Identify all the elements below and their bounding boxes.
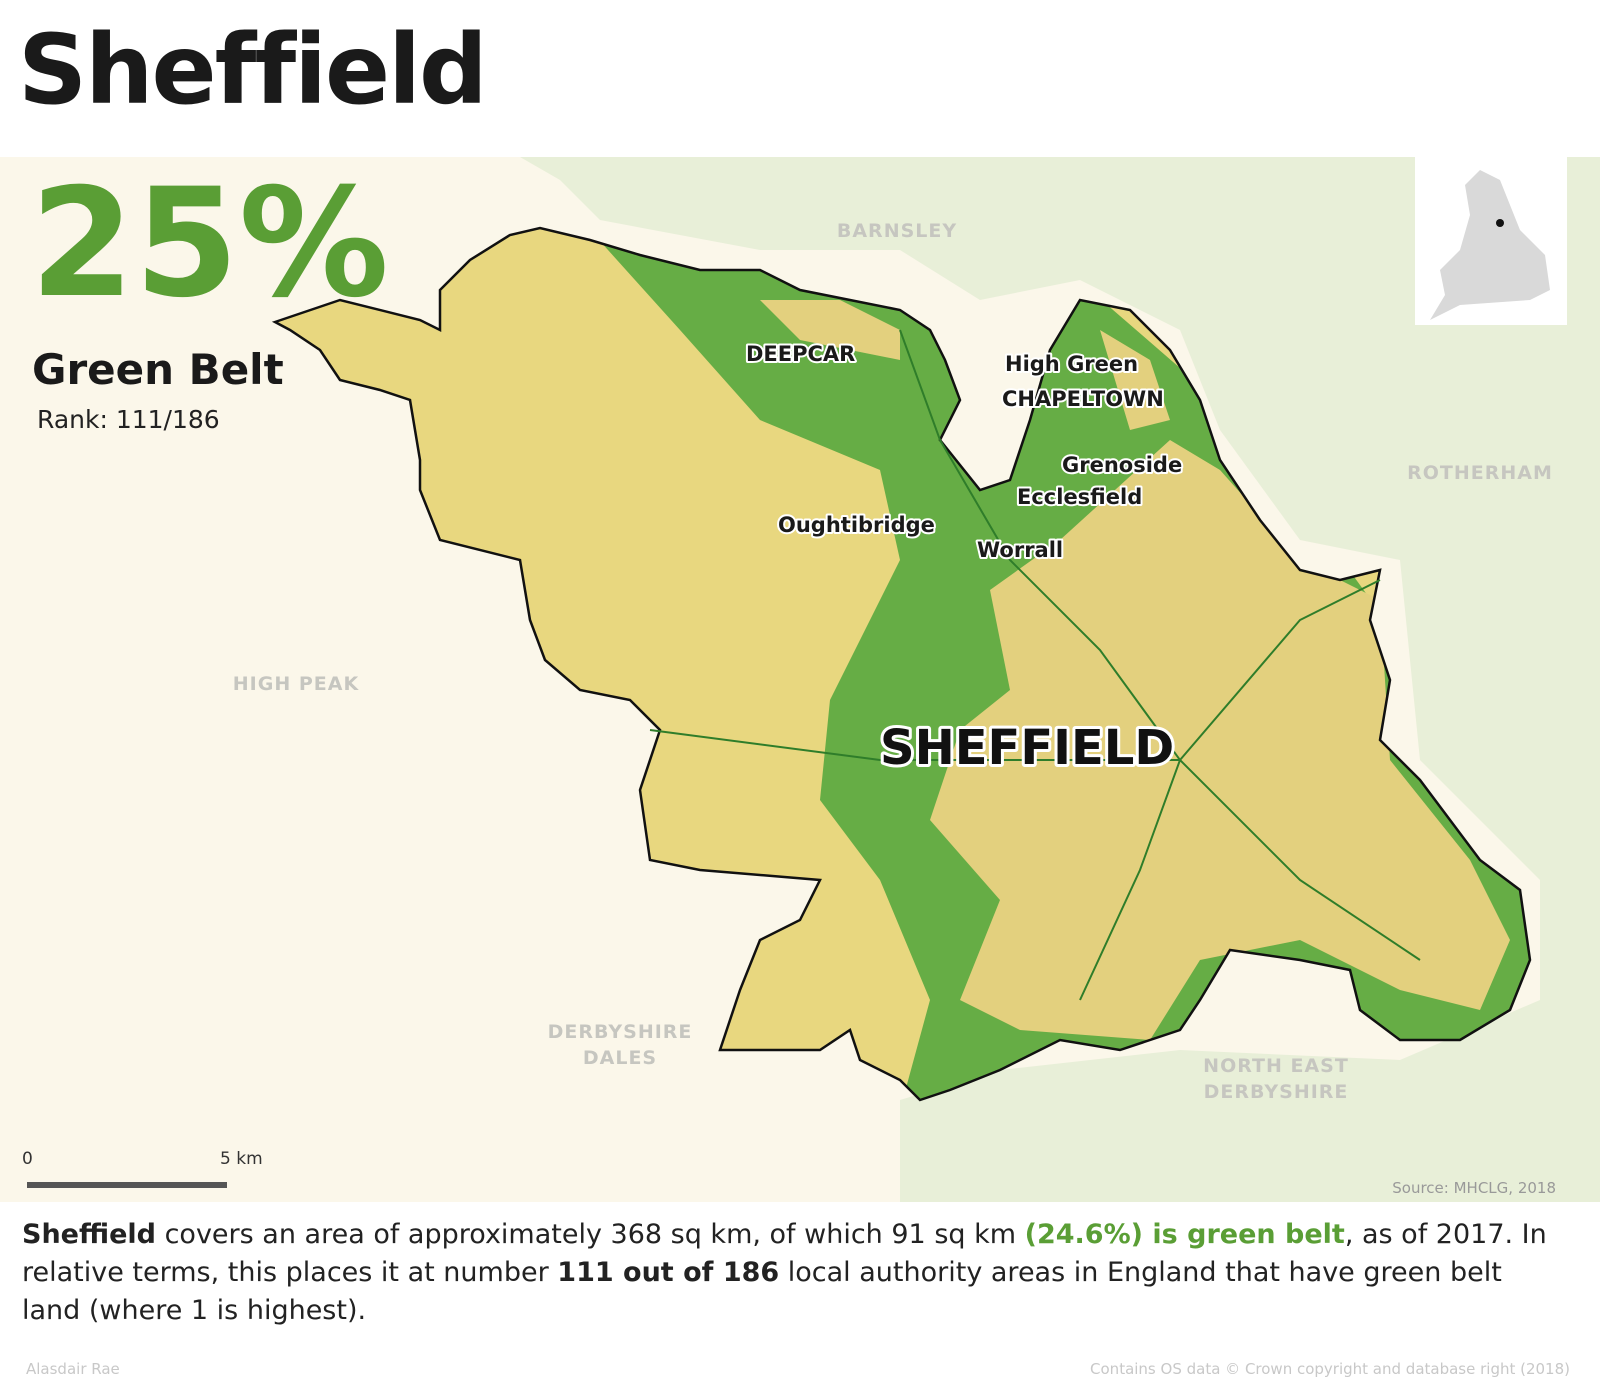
page-title: Sheffield <box>18 14 488 126</box>
urban-area <box>930 440 1510 1040</box>
description-segment: (24.6%) is green belt <box>1024 1219 1345 1250</box>
region-label: DALES <box>583 1047 657 1069</box>
place-label: Grenoside <box>1062 453 1182 477</box>
description-segment: Sheffield <box>22 1219 156 1250</box>
region-label: HIGH PEAK <box>233 673 360 695</box>
region-label: DERBYSHIRE <box>548 1021 693 1043</box>
region-label: DERBYSHIRE <box>1204 1081 1349 1103</box>
region-label: ROTHERHAM <box>1407 462 1553 484</box>
place-label: Oughtibridge <box>778 513 935 537</box>
scale-bar <box>27 1182 227 1188</box>
copyright: Contains OS data © Crown copyright and d… <box>1090 1360 1570 1378</box>
place-label: Worrall <box>977 538 1063 562</box>
place-label: High Green <box>1005 352 1138 376</box>
place-label: Ecclesfield <box>1017 485 1142 509</box>
urban-area <box>760 300 1170 430</box>
region-label: NORTH EAST <box>1203 1055 1349 1077</box>
place-label: CHAPELTOWN <box>1002 387 1164 411</box>
description: Sheffield covers an area of approximatel… <box>22 1216 1562 1330</box>
map: BARNSLEY ROTHERHAM HIGH PEAK DERBYSHIRE … <box>0 157 1600 1202</box>
inset-england <box>1430 170 1550 320</box>
roads <box>649 329 1421 1001</box>
stat-label: Green Belt <box>32 345 284 394</box>
scale-end: 5 km <box>220 1149 263 1169</box>
urban-surroundings <box>520 157 1600 1202</box>
source: Source: MHCLG, 2018 <box>1392 1179 1556 1197</box>
region-label: BARNSLEY <box>837 220 957 242</box>
description-segment: covers an area of approximately 368 sq k… <box>156 1219 1025 1250</box>
description-segment: 111 out of 186 <box>557 1257 780 1288</box>
place-label: DEEPCAR <box>746 342 855 366</box>
description-segment: , as of 2017. In relative terms, this pl… <box>22 1219 1547 1288</box>
city-label: SHEFFIELD <box>880 720 1174 776</box>
scale-start: 0 <box>22 1149 33 1169</box>
rank-label: Rank: 111/186 <box>37 405 220 434</box>
headline-stat: 25% <box>30 157 389 331</box>
description-segment: local authority areas in England that ha… <box>22 1257 1502 1326</box>
inset-location <box>1496 219 1504 227</box>
author: Alasdair Rae <box>26 1360 120 1378</box>
